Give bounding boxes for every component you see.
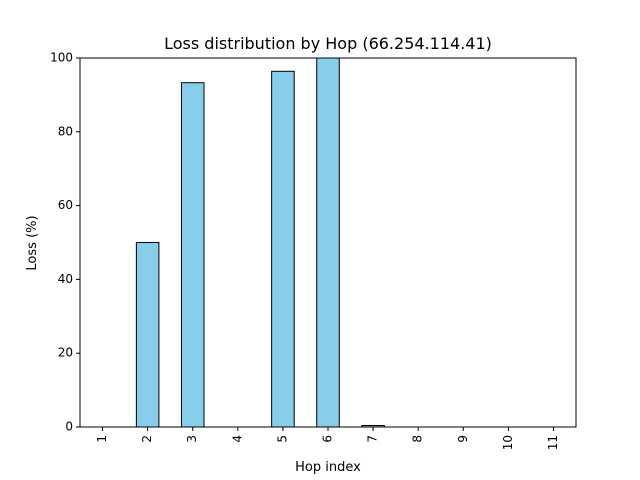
y-tick-label: 40 — [58, 272, 73, 286]
bar-hop-6 — [316, 57, 340, 428]
x-tick-label: 10 — [501, 435, 515, 450]
y-axis-label: Loss (%) — [25, 215, 40, 270]
bar-hop-5 — [271, 70, 295, 428]
bars-layer — [135, 57, 385, 428]
y-tick-label: 100 — [50, 51, 73, 65]
y-tick-label: 80 — [58, 124, 73, 138]
x-tick-label: 2 — [140, 435, 154, 443]
x-tick-label: 3 — [185, 435, 199, 443]
x-tick-label: 8 — [411, 435, 425, 443]
y-tick-label: 0 — [65, 420, 73, 434]
x-tick-label: 1 — [95, 435, 109, 443]
y-axis-ticks: 0 20 40 60 80 100 — [50, 51, 80, 434]
y-tick-label: 60 — [58, 198, 73, 212]
x-tick-label: 7 — [366, 435, 380, 443]
x-tick-label: 11 — [546, 435, 560, 450]
x-tick-label: 5 — [275, 435, 289, 443]
x-tick-label: 4 — [230, 435, 244, 443]
x-tick-label: 9 — [456, 435, 470, 443]
bar-hop-3 — [180, 82, 205, 428]
x-tick-label: 6 — [321, 435, 335, 443]
bar-hop-2 — [135, 242, 160, 428]
x-axis-ticks: 1 2 3 4 5 6 7 8 9 10 11 — [95, 427, 560, 450]
y-tick-label: 20 — [58, 346, 73, 360]
chart-title: Loss distribution by Hop (66.254.114.41) — [164, 34, 492, 53]
x-axis-label: Hop index — [295, 460, 361, 475]
